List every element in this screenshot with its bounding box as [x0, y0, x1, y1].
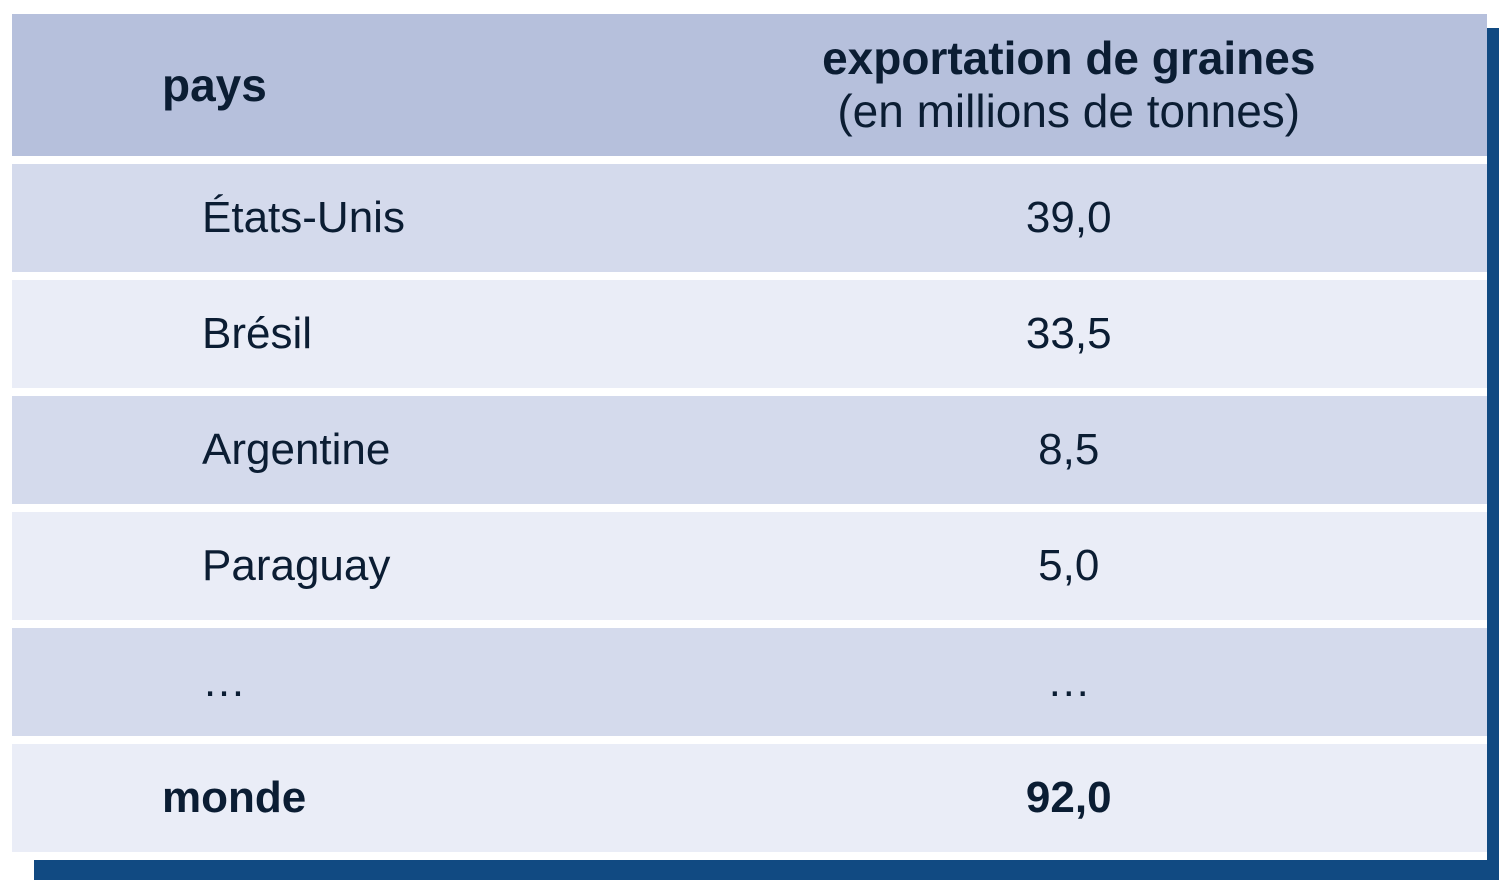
header-export: exportation de graines (en millions de t… [691, 14, 1488, 156]
header-country: pays [12, 14, 691, 156]
header-export-line1: exportation de graines [691, 32, 1448, 85]
cell-value: 5,0 [691, 512, 1488, 620]
export-table: pays exportation de graines (en millions… [12, 6, 1487, 860]
cell-country: Brésil [12, 280, 691, 388]
cell-country: États-Unis [12, 164, 691, 272]
table-row: Argentine 8,5 [12, 396, 1487, 504]
table-row-ellipsis: … … [12, 628, 1487, 736]
export-table-frame: pays exportation de graines (en millions… [12, 6, 1487, 860]
table-row: Brésil 33,5 [12, 280, 1487, 388]
cell-value: 39,0 [691, 164, 1488, 272]
table-row: États-Unis 39,0 [12, 164, 1487, 272]
cell-country: Argentine [12, 396, 691, 504]
cell-total-value: 92,0 [691, 744, 1488, 852]
table-row-total: monde 92,0 [12, 744, 1487, 852]
drop-shadow-right [1487, 28, 1499, 880]
cell-value: 33,5 [691, 280, 1488, 388]
header-export-line2: (en millions de tonnes) [691, 85, 1448, 138]
cell-value: 8,5 [691, 396, 1488, 504]
cell-country: Paraguay [12, 512, 691, 620]
cell-country: … [12, 628, 691, 736]
table-row: Paraguay 5,0 [12, 512, 1487, 620]
cell-value: … [691, 628, 1488, 736]
table-header-row: pays exportation de graines (en millions… [12, 14, 1487, 156]
cell-total-label: monde [12, 744, 691, 852]
drop-shadow-bottom [34, 860, 1499, 880]
